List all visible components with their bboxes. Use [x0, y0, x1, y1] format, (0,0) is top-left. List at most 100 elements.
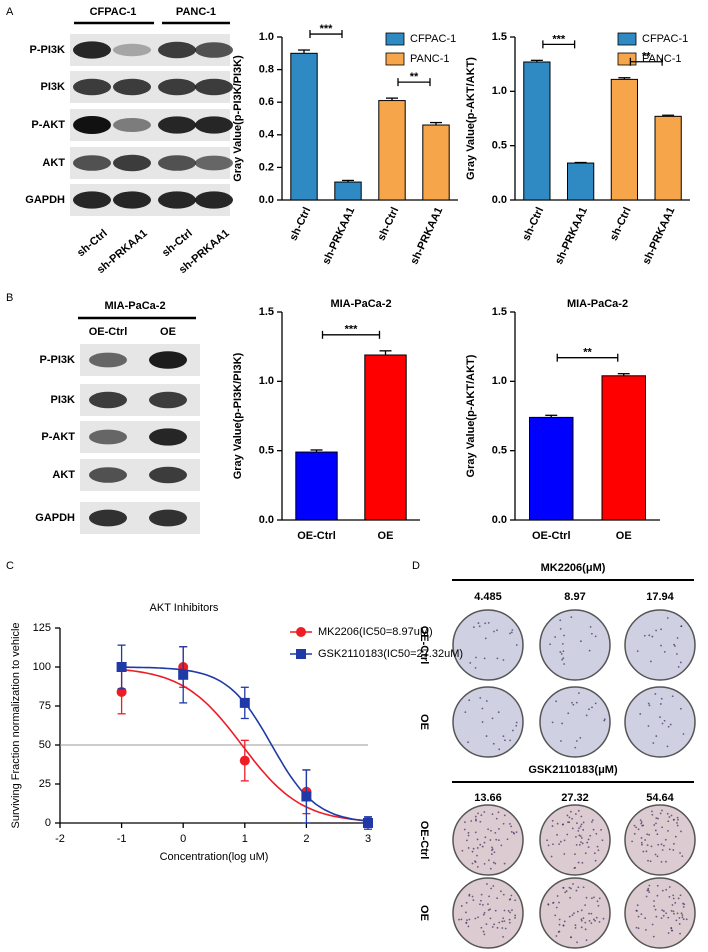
colony: [562, 650, 565, 653]
colony: [661, 809, 663, 812]
plate: [452, 877, 524, 949]
colony: [675, 653, 678, 655]
colony: [489, 917, 492, 920]
colony: [558, 843, 561, 846]
colony: [496, 629, 498, 632]
colony: [680, 830, 682, 833]
blot-row-label: GAPDH: [25, 194, 65, 206]
colony: [682, 906, 685, 908]
colony: [498, 921, 501, 924]
colony: [491, 813, 494, 816]
colony: [560, 740, 562, 742]
colony: [563, 634, 565, 637]
sig-label: **: [410, 71, 419, 83]
plate: [539, 609, 611, 681]
colony: [648, 884, 651, 887]
colony: [477, 812, 479, 815]
colony: [486, 883, 488, 885]
colony: [574, 746, 577, 749]
colony: [581, 842, 584, 845]
colony: [681, 916, 684, 919]
y-tick-label: 0.8: [259, 64, 274, 76]
colony: [510, 631, 513, 634]
colony: [474, 917, 477, 920]
colony: [496, 897, 499, 900]
colony: [565, 890, 568, 892]
colony: [582, 886, 585, 889]
colony: [584, 852, 587, 855]
colony: [487, 828, 489, 831]
bar: [334, 181, 362, 201]
colony: [642, 850, 645, 853]
colony: [661, 826, 664, 829]
colony: [636, 904, 639, 907]
colony: [503, 920, 506, 922]
colony: [677, 897, 680, 900]
colony: [644, 917, 647, 920]
colony: [580, 823, 583, 826]
colony: [484, 836, 487, 839]
plate: [539, 804, 611, 876]
colony: [681, 855, 684, 857]
y-axis-label: Gray Value(p-AKT/AKT): [465, 57, 477, 180]
colony: [508, 918, 511, 921]
colony: [496, 926, 499, 929]
colony: [576, 910, 579, 913]
colony: [577, 829, 580, 832]
blot-band: [158, 78, 196, 96]
blot-title: MIA-PaCa-2: [104, 300, 165, 312]
colony: [574, 813, 577, 815]
colony: [655, 915, 658, 918]
dose-label: 13.66: [474, 792, 502, 804]
colony: [580, 919, 583, 922]
plate: [539, 877, 611, 949]
colony: [491, 926, 494, 928]
colony: [679, 894, 682, 897]
colony: [568, 816, 571, 819]
colony: [683, 903, 686, 906]
colony: [471, 862, 474, 865]
colony: [514, 899, 517, 902]
colony: [637, 915, 640, 918]
colony: [591, 706, 593, 709]
plate: [452, 804, 524, 876]
y-tick-label: 1.5: [259, 306, 274, 318]
colony: [569, 896, 572, 899]
colony: [485, 735, 488, 737]
colony: [480, 899, 482, 902]
colony: [558, 901, 560, 904]
x-tick-label: sh-Ctrl: [608, 205, 634, 242]
colony: [494, 831, 497, 834]
blot-band: [113, 118, 151, 132]
colony: [591, 821, 593, 823]
row-label: OE-Ctrl: [418, 626, 430, 665]
colony: [645, 895, 648, 898]
x-tick-label: 1: [242, 833, 248, 845]
colony: [551, 825, 554, 827]
colony: [647, 859, 649, 862]
colony: [654, 853, 657, 856]
colony: [594, 859, 597, 862]
y-axis-label: Gray Value(p-PI3K/PI3K): [232, 55, 244, 182]
colony: [504, 739, 506, 742]
colony: [476, 838, 479, 841]
x-tick-label: sh-Ctrl: [375, 205, 401, 242]
colony: [668, 816, 671, 818]
colony: [679, 852, 681, 854]
colony: [504, 927, 507, 930]
colony: [672, 894, 675, 897]
colony: [468, 699, 471, 702]
colony: [648, 891, 651, 894]
colony: [572, 703, 575, 706]
colony: [575, 701, 578, 704]
colony: [594, 919, 597, 922]
colony: [492, 861, 495, 864]
colony: [502, 822, 505, 825]
colony: [682, 918, 685, 921]
colony: [645, 928, 647, 931]
blot-band: [73, 155, 111, 171]
colony: [651, 810, 653, 813]
colony: [571, 827, 574, 830]
colony: [480, 893, 483, 896]
colony: [585, 714, 588, 717]
